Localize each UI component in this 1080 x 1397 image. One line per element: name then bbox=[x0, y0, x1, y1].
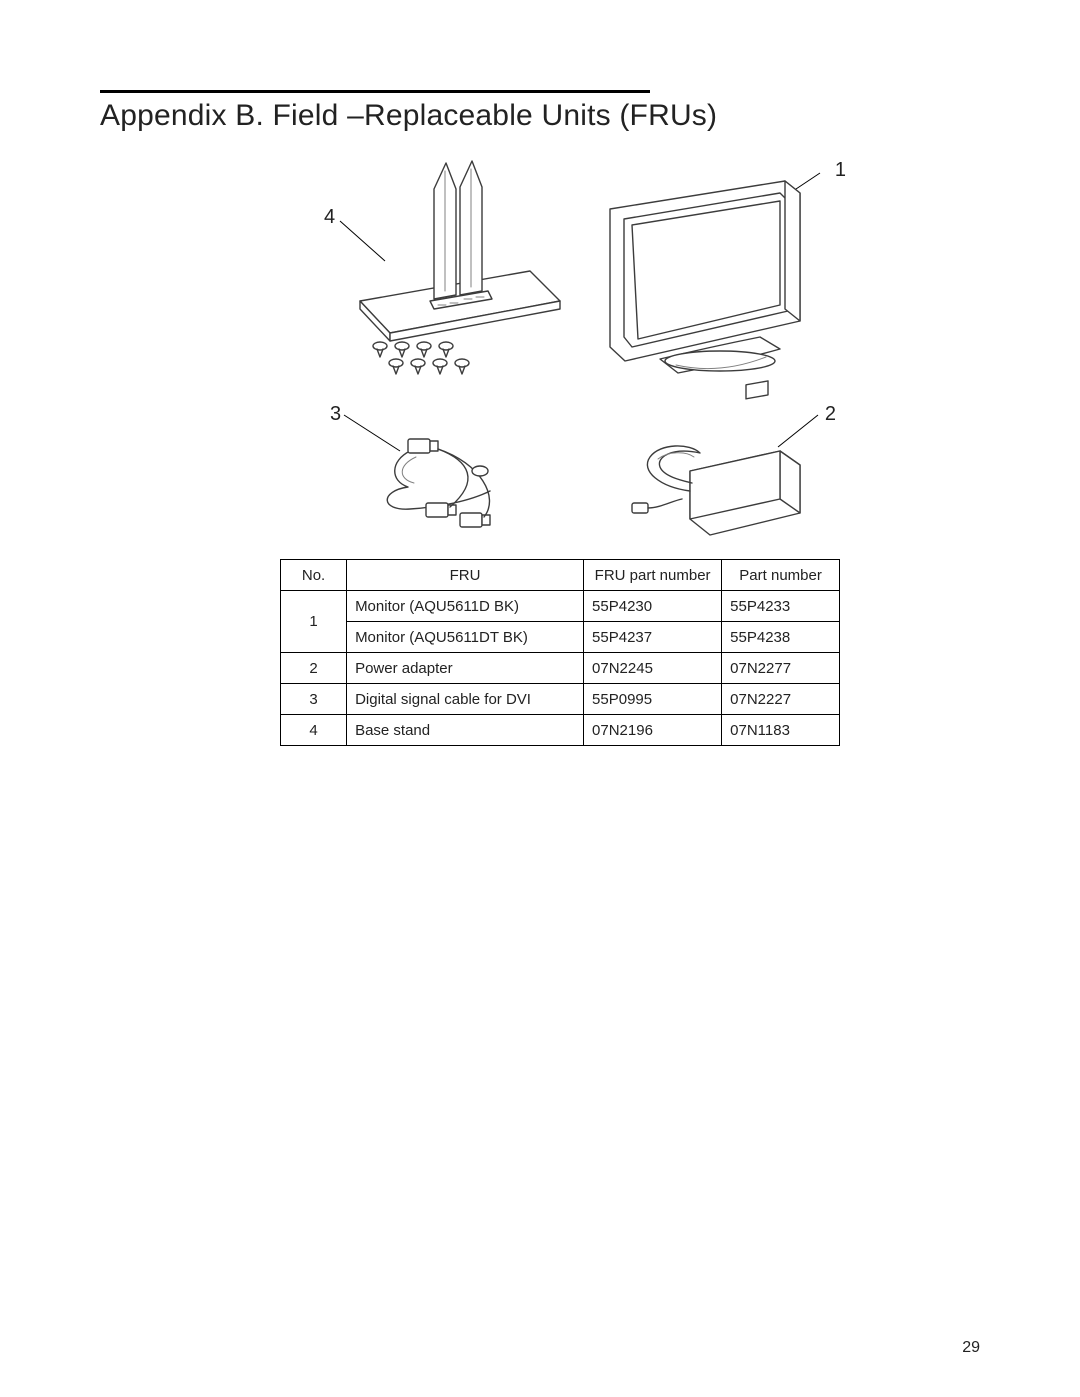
cell-pn: 07N2277 bbox=[722, 653, 840, 684]
cell-frupn: 55P4230 bbox=[584, 591, 722, 622]
callout-2: 2 bbox=[825, 403, 836, 426]
cell-fru: Monitor (AQU5611D BK) bbox=[347, 591, 584, 622]
fru-table-wrap: No. FRU FRU part number Part number 1 Mo… bbox=[280, 559, 840, 746]
cell-frupn: 07N2245 bbox=[584, 653, 722, 684]
cell-pn: 55P4238 bbox=[722, 622, 840, 653]
title-rule bbox=[100, 90, 650, 93]
cell-no: 1 bbox=[281, 591, 347, 653]
page: Appendix B. Field –Replaceable Units (FR… bbox=[0, 0, 1080, 1397]
cell-fru: Digital signal cable for DVI bbox=[347, 684, 584, 715]
cell-frupn: 55P0995 bbox=[584, 684, 722, 715]
table-row: 1 Monitor (AQU5611D BK) 55P4230 55P4233 bbox=[281, 591, 840, 622]
col-header-pn: Part number bbox=[722, 560, 840, 591]
table-row: 3 Digital signal cable for DVI 55P0995 0… bbox=[281, 684, 840, 715]
part-monitor bbox=[610, 173, 820, 373]
fru-diagram: 4 1 3 2 .s { fill:none; stroke:#3c3c3c; … bbox=[280, 151, 840, 541]
cell-fru: Base stand bbox=[347, 715, 584, 746]
cell-pn: 07N1183 bbox=[722, 715, 840, 746]
cell-fru: Monitor (AQU5611DT BK) bbox=[347, 622, 584, 653]
fru-diagram-svg: .s { fill:none; stroke:#3c3c3c; stroke-w… bbox=[280, 151, 840, 541]
callout-4: 4 bbox=[324, 206, 335, 229]
page-number: 29 bbox=[962, 1339, 980, 1357]
fru-table-header-row: No. FRU FRU part number Part number bbox=[281, 560, 840, 591]
table-row: 2 Power adapter 07N2245 07N2277 bbox=[281, 653, 840, 684]
table-row: 4 Base stand 07N2196 07N1183 bbox=[281, 715, 840, 746]
cell-no: 3 bbox=[281, 684, 347, 715]
page-title: Appendix B. Field –Replaceable Units (FR… bbox=[100, 99, 980, 133]
callout-1: 1 bbox=[835, 159, 846, 182]
fru-table: No. FRU FRU part number Part number 1 Mo… bbox=[280, 559, 840, 746]
cell-frupn: 07N2196 bbox=[584, 715, 722, 746]
cell-pn: 55P4233 bbox=[722, 591, 840, 622]
part-base-stand bbox=[340, 161, 560, 374]
cell-frupn: 55P4237 bbox=[584, 622, 722, 653]
part-power-adapter bbox=[632, 381, 818, 535]
cell-no: 2 bbox=[281, 653, 347, 684]
table-row: Monitor (AQU5611DT BK) 55P4237 55P4238 bbox=[281, 622, 840, 653]
callout-3: 3 bbox=[330, 403, 341, 426]
col-header-fru: FRU bbox=[347, 560, 584, 591]
col-header-no: No. bbox=[281, 560, 347, 591]
part-dvi-cable bbox=[344, 415, 490, 527]
cell-pn: 07N2227 bbox=[722, 684, 840, 715]
screws bbox=[373, 342, 469, 374]
cell-no: 4 bbox=[281, 715, 347, 746]
col-header-frupn: FRU part number bbox=[584, 560, 722, 591]
cell-fru: Power adapter bbox=[347, 653, 584, 684]
